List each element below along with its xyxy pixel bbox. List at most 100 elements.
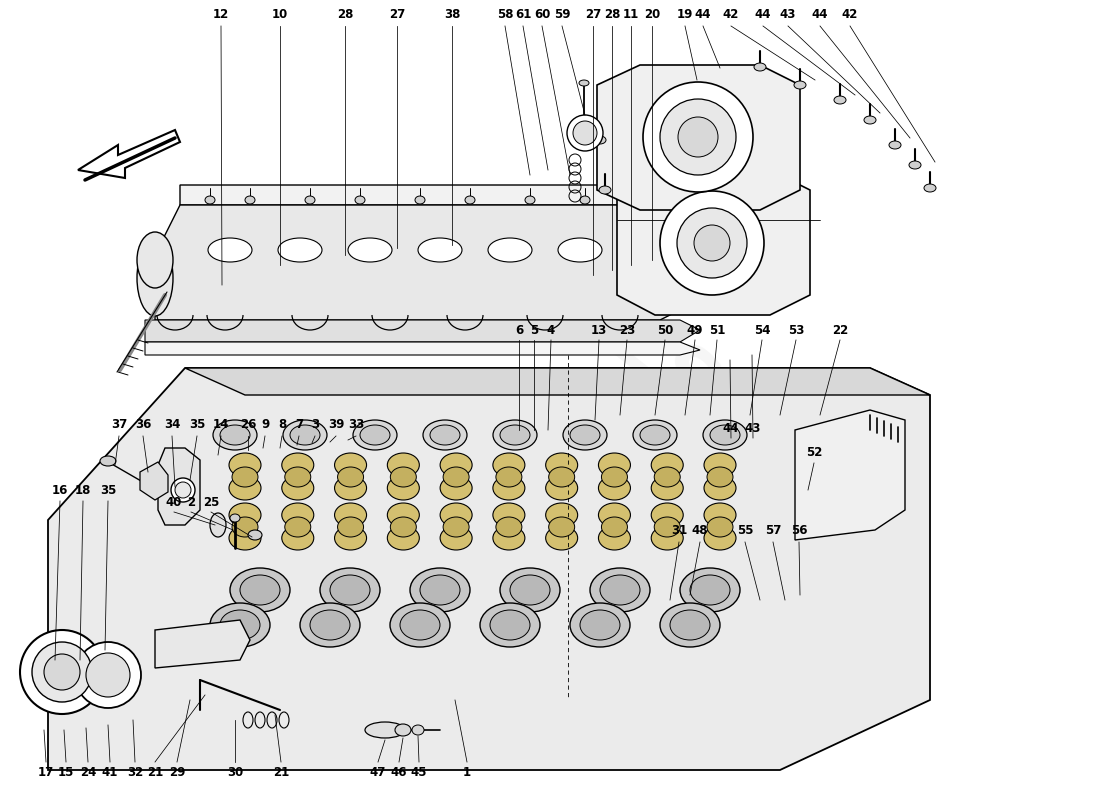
Ellipse shape bbox=[660, 603, 720, 647]
Ellipse shape bbox=[400, 610, 440, 640]
Ellipse shape bbox=[654, 196, 666, 204]
Text: 21: 21 bbox=[147, 766, 163, 779]
Circle shape bbox=[32, 642, 92, 702]
Ellipse shape bbox=[387, 476, 419, 500]
Ellipse shape bbox=[558, 238, 602, 262]
Ellipse shape bbox=[704, 503, 736, 527]
Ellipse shape bbox=[100, 456, 116, 466]
Ellipse shape bbox=[654, 517, 680, 537]
Text: 5: 5 bbox=[530, 325, 538, 338]
Text: 55: 55 bbox=[737, 525, 754, 538]
Text: 41: 41 bbox=[102, 766, 118, 779]
Ellipse shape bbox=[707, 467, 733, 487]
Ellipse shape bbox=[707, 517, 733, 537]
Ellipse shape bbox=[632, 420, 676, 450]
Ellipse shape bbox=[282, 453, 314, 477]
Ellipse shape bbox=[360, 425, 390, 445]
Circle shape bbox=[75, 642, 141, 708]
Ellipse shape bbox=[208, 238, 252, 262]
Ellipse shape bbox=[355, 196, 365, 204]
Polygon shape bbox=[78, 130, 180, 178]
Polygon shape bbox=[155, 620, 250, 668]
Text: 44: 44 bbox=[695, 7, 712, 21]
Text: 17: 17 bbox=[37, 766, 54, 779]
Ellipse shape bbox=[210, 513, 225, 537]
Ellipse shape bbox=[580, 610, 620, 640]
Ellipse shape bbox=[232, 517, 258, 537]
Text: 51: 51 bbox=[708, 325, 725, 338]
Ellipse shape bbox=[660, 99, 736, 175]
Circle shape bbox=[20, 630, 104, 714]
Ellipse shape bbox=[418, 238, 462, 262]
Text: 44: 44 bbox=[812, 7, 828, 21]
Ellipse shape bbox=[230, 514, 240, 522]
Ellipse shape bbox=[590, 568, 650, 612]
Text: 33: 33 bbox=[348, 418, 364, 431]
Ellipse shape bbox=[420, 575, 460, 605]
Text: 52: 52 bbox=[806, 446, 822, 459]
Ellipse shape bbox=[465, 196, 475, 204]
Ellipse shape bbox=[602, 467, 627, 487]
Ellipse shape bbox=[676, 208, 747, 278]
Ellipse shape bbox=[570, 603, 630, 647]
Ellipse shape bbox=[334, 476, 366, 500]
Ellipse shape bbox=[285, 517, 311, 537]
Ellipse shape bbox=[390, 603, 450, 647]
Text: 35: 35 bbox=[100, 483, 117, 497]
Text: 60: 60 bbox=[534, 7, 550, 21]
Ellipse shape bbox=[290, 425, 320, 445]
Text: 21: 21 bbox=[273, 766, 289, 779]
Ellipse shape bbox=[563, 420, 607, 450]
Text: 45: 45 bbox=[410, 766, 427, 779]
Ellipse shape bbox=[229, 476, 261, 500]
Ellipse shape bbox=[283, 420, 327, 450]
Ellipse shape bbox=[598, 526, 630, 550]
Ellipse shape bbox=[694, 225, 730, 261]
Ellipse shape bbox=[630, 196, 640, 204]
Ellipse shape bbox=[412, 725, 424, 735]
Ellipse shape bbox=[440, 453, 472, 477]
Text: 36: 36 bbox=[135, 418, 151, 431]
Ellipse shape bbox=[493, 476, 525, 500]
Ellipse shape bbox=[278, 238, 322, 262]
Ellipse shape bbox=[248, 530, 262, 540]
Ellipse shape bbox=[220, 610, 260, 640]
Ellipse shape bbox=[440, 526, 472, 550]
Ellipse shape bbox=[390, 517, 416, 537]
Ellipse shape bbox=[580, 196, 590, 204]
Ellipse shape bbox=[493, 453, 525, 477]
Text: 9: 9 bbox=[261, 418, 270, 431]
Text: 10: 10 bbox=[272, 7, 288, 21]
Ellipse shape bbox=[443, 517, 469, 537]
Polygon shape bbox=[158, 448, 200, 525]
Ellipse shape bbox=[440, 476, 472, 500]
Text: 40: 40 bbox=[166, 495, 183, 509]
Text: 42: 42 bbox=[842, 7, 858, 21]
Ellipse shape bbox=[651, 526, 683, 550]
Polygon shape bbox=[185, 368, 930, 395]
Ellipse shape bbox=[579, 80, 588, 86]
Ellipse shape bbox=[138, 232, 173, 288]
Ellipse shape bbox=[480, 603, 540, 647]
Text: 35: 35 bbox=[189, 418, 206, 431]
Ellipse shape bbox=[430, 425, 460, 445]
Ellipse shape bbox=[493, 503, 525, 527]
Ellipse shape bbox=[334, 453, 366, 477]
Text: 37: 37 bbox=[111, 418, 128, 431]
Text: 29: 29 bbox=[168, 766, 185, 779]
Ellipse shape bbox=[570, 425, 600, 445]
Ellipse shape bbox=[395, 724, 411, 736]
Ellipse shape bbox=[651, 453, 683, 477]
Text: 59: 59 bbox=[553, 7, 570, 21]
Ellipse shape bbox=[415, 196, 425, 204]
Ellipse shape bbox=[680, 568, 740, 612]
Text: 3: 3 bbox=[311, 418, 319, 431]
Text: 14: 14 bbox=[212, 418, 229, 431]
Text: 46: 46 bbox=[390, 766, 407, 779]
Ellipse shape bbox=[834, 96, 846, 104]
Ellipse shape bbox=[703, 420, 747, 450]
Ellipse shape bbox=[348, 238, 392, 262]
Ellipse shape bbox=[229, 503, 261, 527]
Text: 18: 18 bbox=[75, 483, 91, 497]
Polygon shape bbox=[140, 462, 168, 500]
